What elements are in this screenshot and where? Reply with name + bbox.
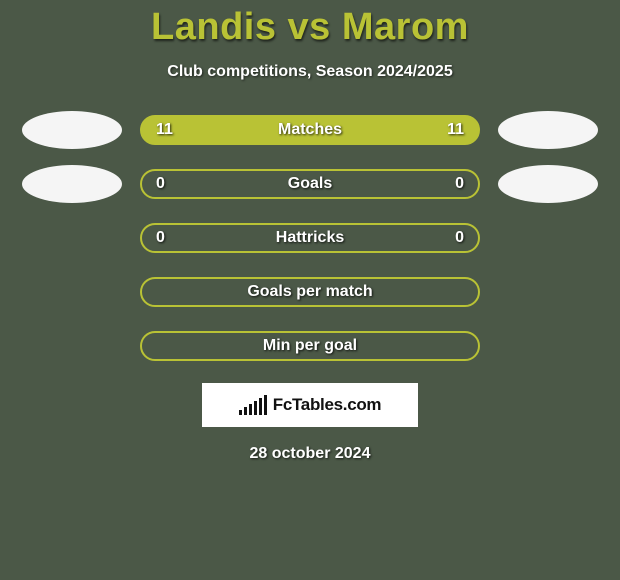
player-avatar-right [498,165,598,203]
avatar-spacer [498,219,598,257]
stat-row: Goals per match [0,273,620,311]
comparison-card: Landis vs Marom Club competitions, Seaso… [0,0,620,580]
stat-bar: 0 Goals 0 [140,169,480,199]
stat-label: Min per goal [263,337,357,355]
subtitle: Club competitions, Season 2024/2025 [167,63,452,81]
site-logo[interactable]: FcTables.com [202,383,418,427]
logo-bars-icon [239,395,267,415]
stat-bar: Goals per match [140,277,480,307]
logo-text: FcTables.com [273,395,382,415]
stat-value-right: 11 [444,121,464,139]
stat-value-left: 0 [156,229,176,247]
stat-bar: 0 Hattricks 0 [140,223,480,253]
avatar-spacer [498,273,598,311]
stat-label: Goals per match [247,283,372,301]
stat-value-right: 0 [444,175,464,193]
date-label: 28 october 2024 [250,445,371,463]
avatar-spacer [22,273,122,311]
stat-label: Matches [278,121,342,139]
stat-row: 0 Goals 0 [0,165,620,203]
stat-label: Goals [288,175,332,193]
stats-rows: 11 Matches 11 0 Goals 0 0 Hattricks 0 Goals per m… [0,111,620,365]
stat-value-left: 11 [156,121,176,139]
stat-bar: Min per goal [140,331,480,361]
page-title: Landis vs Marom [151,6,469,49]
stat-label: Hattricks [276,229,344,247]
player-avatar-left [22,111,122,149]
stat-value-right: 0 [444,229,464,247]
avatar-spacer [22,219,122,257]
stat-row: 11 Matches 11 [0,111,620,149]
stat-value-left: 0 [156,175,176,193]
stat-row: Min per goal [0,327,620,365]
stat-bar: 11 Matches 11 [140,115,480,145]
avatar-spacer [498,327,598,365]
player-avatar-left [22,165,122,203]
avatar-spacer [22,327,122,365]
stat-row: 0 Hattricks 0 [0,219,620,257]
player-avatar-right [498,111,598,149]
